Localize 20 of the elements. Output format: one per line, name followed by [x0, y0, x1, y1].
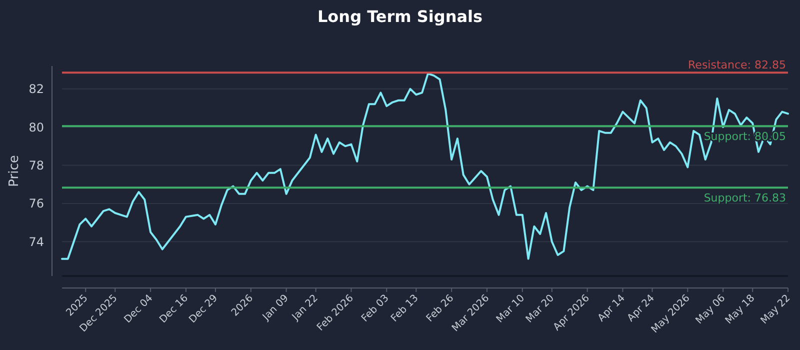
x-tick-label: Apr 14	[596, 292, 628, 324]
ref-line-label: Support: 76.83	[704, 192, 786, 205]
x-tick-label: Feb 03	[360, 292, 392, 324]
y-tick-label: 82	[28, 82, 44, 96]
y-tick-label: 76	[28, 196, 44, 211]
x-tick-label: Feb 26	[424, 292, 456, 324]
y-axis-title: Price	[7, 155, 22, 187]
x-tick-label: Feb 13	[389, 292, 421, 324]
x-tick-label: Dec 29	[187, 292, 220, 326]
x-tick-label: Mar 10	[494, 292, 527, 326]
y-tick-label: 74	[28, 234, 44, 249]
line-series	[61, 72, 789, 260]
x-tick-label: Apr 24	[626, 292, 657, 324]
y-tick-label: 80	[28, 120, 44, 134]
ref-line-label: Resistance: 82.85	[688, 58, 786, 72]
x-tick-label: Dec 04	[122, 292, 156, 326]
x-tick-label: Jan 22	[290, 292, 320, 324]
chart-title: Long Term Signals	[317, 7, 483, 26]
y-tick-label: 78	[28, 158, 44, 172]
x-tick-label: Jan 09	[260, 292, 291, 324]
